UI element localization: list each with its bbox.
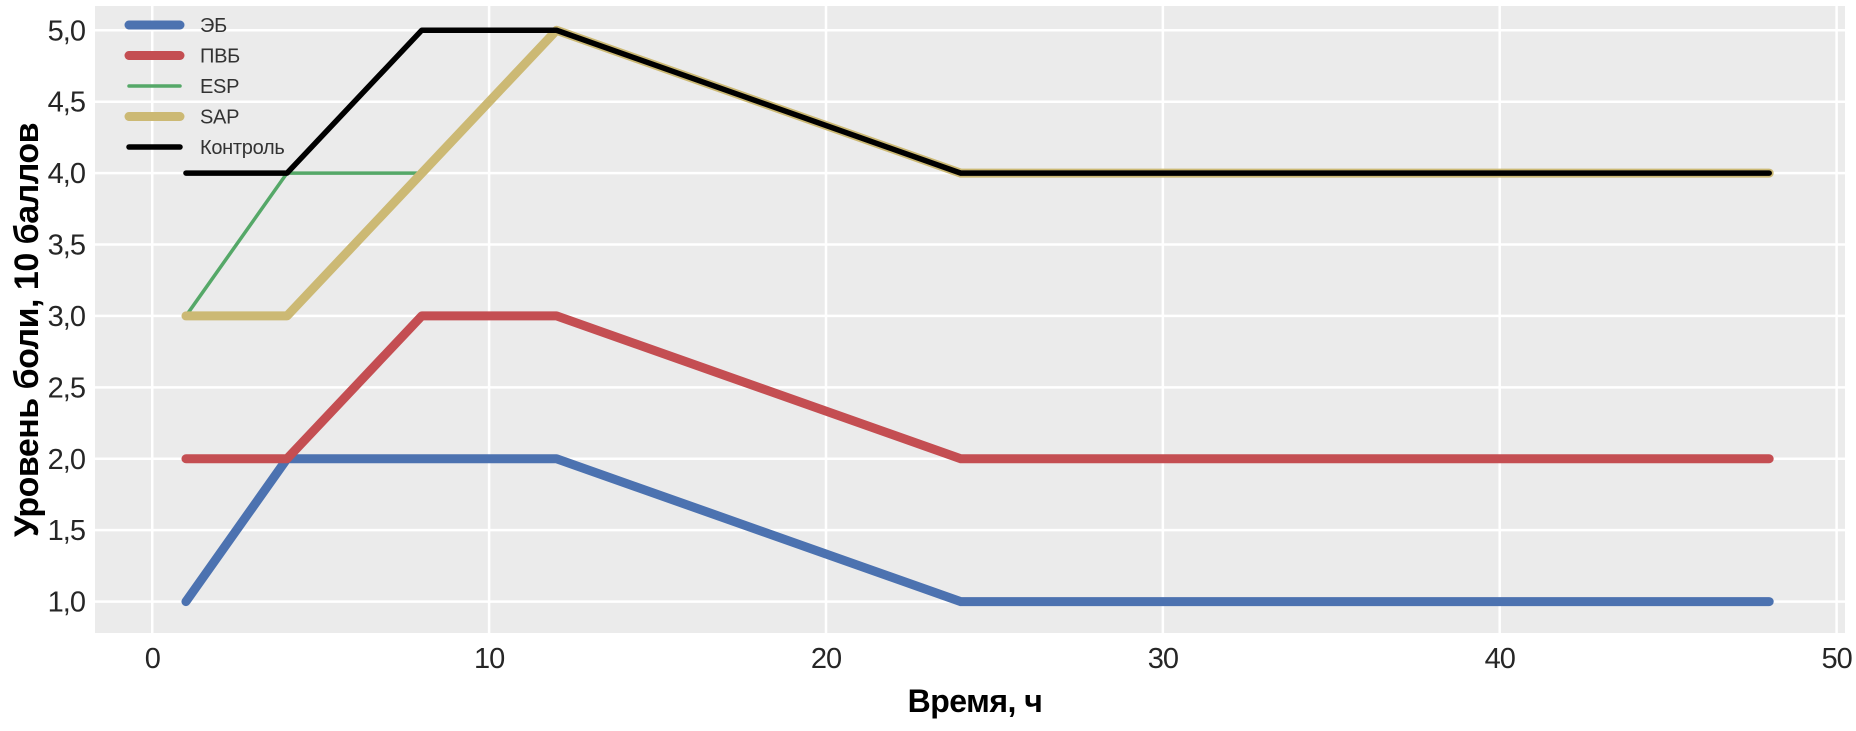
series-line-1 (181, 311, 1774, 464)
y-tick-label: 3,5 (48, 230, 85, 262)
y-tick-label: 4,5 (48, 87, 85, 119)
legend-item-label: SAP (200, 107, 239, 129)
plot-area (95, 6, 1845, 633)
x-tick-label: 40 (1485, 643, 1515, 675)
x-tick-label: 10 (474, 643, 504, 675)
y-tick-label: 2,5 (48, 372, 85, 404)
legend-item-label: Контроль (200, 137, 284, 159)
legend-item-label: ЭБ (200, 15, 227, 37)
series-line-4 (183, 27, 1772, 176)
legend-item: ЭБ (124, 15, 227, 37)
x-tick-label: 20 (811, 643, 841, 675)
legend-item: SAP (124, 107, 239, 129)
y-tick-label: 1,0 (48, 587, 85, 619)
legend: ЭБ ПВБ ESP SAP Контроль (124, 15, 285, 159)
legend-item: Контроль (126, 137, 285, 159)
y-tick-label: 4,0 (48, 158, 85, 190)
series-line-0 (181, 454, 1774, 607)
x-tick-label: 50 (1821, 643, 1851, 675)
y-axis-title: Уровень боли, 10 баллов (8, 123, 46, 537)
legend-item-label: ESP (200, 76, 239, 98)
y-tick-label: 5,0 (48, 15, 85, 47)
y-tick-label: 1,5 (48, 515, 85, 547)
x-axis-title: Время, ч (908, 683, 1043, 719)
legend-item-label: ПВБ (200, 46, 240, 68)
y-tick-label: 3,0 (48, 301, 85, 333)
x-tick-label: 0 (145, 643, 160, 675)
legend-item: ПВБ (124, 46, 240, 68)
x-tick-label: 30 (1148, 643, 1178, 675)
legend-item: ESP (127, 76, 239, 98)
y-tick-label: 2,0 (48, 444, 85, 476)
plot-layer: 1,0 1,5 2,0 2,5 3,0 3,5 4,0 4,5 5,0 0 10 20 30 40 50 (48, 6, 1853, 675)
